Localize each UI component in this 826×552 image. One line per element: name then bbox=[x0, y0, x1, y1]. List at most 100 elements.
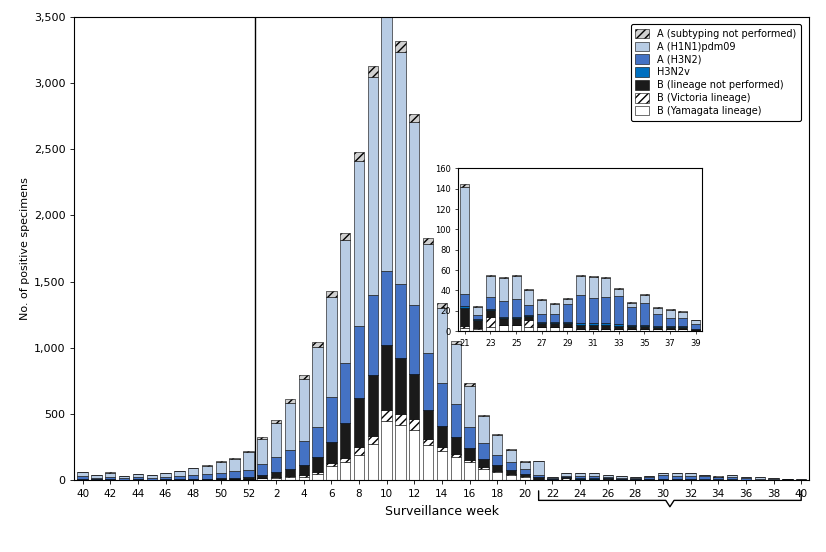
Bar bbox=[550, 323, 559, 327]
Bar bbox=[672, 473, 682, 476]
Bar bbox=[525, 327, 534, 331]
Bar bbox=[298, 375, 309, 379]
Bar bbox=[216, 473, 226, 478]
Bar bbox=[550, 314, 559, 322]
Bar bbox=[678, 312, 687, 318]
Bar bbox=[653, 327, 662, 329]
Bar bbox=[589, 473, 599, 476]
Bar bbox=[627, 302, 636, 307]
Bar bbox=[525, 320, 534, 327]
Bar bbox=[202, 466, 212, 474]
Bar bbox=[473, 319, 482, 320]
Bar bbox=[534, 477, 544, 480]
Bar bbox=[285, 400, 295, 403]
Bar bbox=[511, 299, 520, 317]
Bar bbox=[450, 437, 461, 454]
Bar bbox=[202, 474, 212, 479]
Bar bbox=[409, 420, 420, 430]
Bar bbox=[589, 325, 597, 329]
Bar bbox=[741, 477, 751, 478]
Bar bbox=[616, 476, 627, 478]
Bar bbox=[473, 329, 482, 331]
Bar bbox=[174, 479, 184, 480]
Bar bbox=[473, 320, 482, 328]
Y-axis label: No. of positive specimens: No. of positive specimens bbox=[20, 177, 30, 320]
Bar bbox=[534, 461, 544, 475]
Bar bbox=[492, 473, 502, 480]
Bar bbox=[486, 309, 495, 310]
Bar bbox=[188, 475, 198, 479]
Bar bbox=[409, 374, 420, 420]
Bar bbox=[499, 317, 508, 318]
Bar bbox=[653, 308, 662, 314]
Bar bbox=[285, 469, 295, 476]
Bar bbox=[409, 430, 420, 480]
Bar bbox=[133, 477, 143, 479]
Bar bbox=[478, 459, 488, 467]
Bar bbox=[666, 310, 675, 318]
Bar bbox=[627, 329, 636, 331]
Bar bbox=[666, 326, 675, 327]
Bar bbox=[354, 152, 364, 161]
Bar bbox=[382, 410, 392, 421]
Bar bbox=[340, 461, 350, 480]
Bar bbox=[525, 316, 534, 320]
Bar bbox=[230, 471, 240, 477]
Bar bbox=[437, 451, 447, 480]
Bar bbox=[537, 327, 546, 331]
Bar bbox=[520, 477, 530, 480]
Bar bbox=[216, 479, 226, 480]
Bar bbox=[511, 276, 520, 299]
Bar bbox=[473, 306, 482, 307]
Bar bbox=[630, 477, 640, 478]
Bar bbox=[492, 471, 502, 473]
Bar bbox=[615, 324, 624, 326]
Bar bbox=[550, 302, 559, 304]
Bar bbox=[450, 404, 461, 437]
Bar bbox=[382, 421, 392, 480]
Bar bbox=[382, 270, 392, 345]
Bar bbox=[257, 464, 268, 475]
Bar bbox=[423, 445, 434, 480]
Bar bbox=[666, 327, 675, 329]
Bar bbox=[119, 478, 129, 480]
Bar bbox=[653, 314, 662, 326]
Bar bbox=[691, 329, 700, 330]
Bar bbox=[492, 435, 502, 454]
Bar bbox=[615, 329, 624, 331]
Bar bbox=[601, 329, 610, 331]
Bar bbox=[627, 325, 636, 326]
Bar bbox=[257, 475, 268, 478]
Bar bbox=[133, 474, 143, 477]
Bar bbox=[460, 328, 469, 331]
Bar bbox=[91, 475, 102, 478]
Bar bbox=[657, 475, 668, 479]
Bar bbox=[257, 478, 268, 480]
Bar bbox=[423, 410, 434, 439]
Bar bbox=[285, 477, 295, 480]
Bar bbox=[216, 461, 226, 462]
Bar bbox=[615, 326, 624, 329]
Bar bbox=[257, 439, 268, 464]
Bar bbox=[561, 476, 572, 477]
Bar bbox=[589, 276, 597, 277]
Bar bbox=[368, 295, 378, 375]
Bar bbox=[409, 114, 420, 123]
Bar bbox=[312, 472, 323, 474]
Bar bbox=[368, 66, 378, 77]
Bar bbox=[520, 474, 530, 476]
Bar bbox=[354, 161, 364, 326]
Bar bbox=[478, 469, 488, 480]
Bar bbox=[473, 328, 482, 329]
Bar bbox=[627, 326, 636, 329]
Bar bbox=[78, 476, 88, 479]
Bar bbox=[537, 300, 546, 314]
Bar bbox=[450, 454, 461, 457]
Bar bbox=[506, 474, 516, 475]
Bar bbox=[678, 318, 687, 326]
Bar bbox=[601, 277, 610, 278]
Bar bbox=[271, 477, 282, 480]
Bar bbox=[548, 477, 558, 478]
Bar bbox=[563, 299, 572, 304]
Bar bbox=[423, 245, 434, 353]
